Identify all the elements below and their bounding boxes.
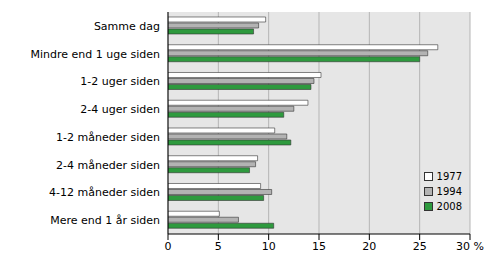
html-text:1977: 1977 [436, 171, 462, 182]
svg-text:Samme dag: Samme dag [94, 20, 160, 33]
svg-text:1-2 måneder siden: 1-2 måneder siden [56, 131, 160, 144]
svg-text:2-4 måneder siden: 2-4 måneder siden [56, 159, 160, 172]
svg-text:20: 20 [362, 240, 376, 253]
svg-text:2-4 uger siden: 2-4 uger siden [80, 103, 160, 116]
svg-text:15: 15 [312, 240, 326, 253]
svg-text:5: 5 [215, 240, 222, 253]
svg-text:0: 0 [165, 240, 172, 253]
svg-text:Mindre end 1 uge siden: Mindre end 1 uge siden [31, 48, 161, 61]
svg-text:25: 25 [413, 240, 427, 253]
svg-text:Mere end 1 år siden: Mere end 1 år siden [50, 214, 160, 227]
svg-text:1-2 uger siden: 1-2 uger siden [80, 75, 160, 88]
svg-text:10: 10 [262, 240, 276, 253]
svg-text:30 %: 30 % [456, 240, 484, 253]
html-text:1994: 1994 [436, 186, 462, 197]
svg-text:4-12 måneder siden: 4-12 måneder siden [49, 186, 160, 199]
html-text:2008: 2008 [436, 201, 462, 212]
